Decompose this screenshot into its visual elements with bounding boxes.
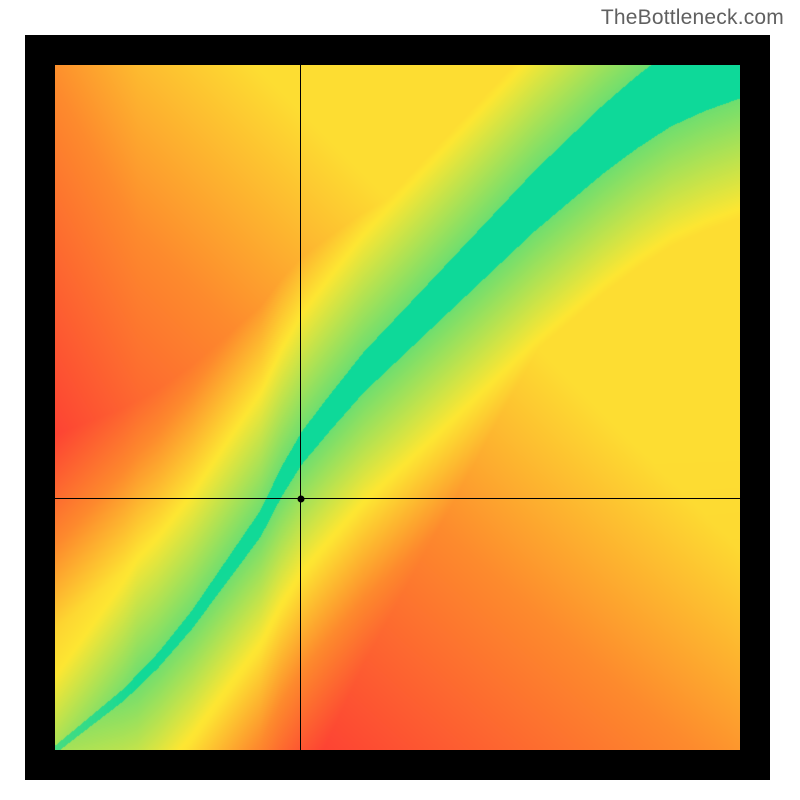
- watermark-text: TheBottleneck.com: [601, 6, 784, 30]
- crosshair-point: [297, 495, 304, 502]
- crosshair-horizontal: [55, 498, 740, 499]
- chart-container: TheBottleneck.com: [0, 0, 800, 800]
- heatmap-canvas: [55, 65, 740, 750]
- crosshair-vertical: [300, 65, 301, 750]
